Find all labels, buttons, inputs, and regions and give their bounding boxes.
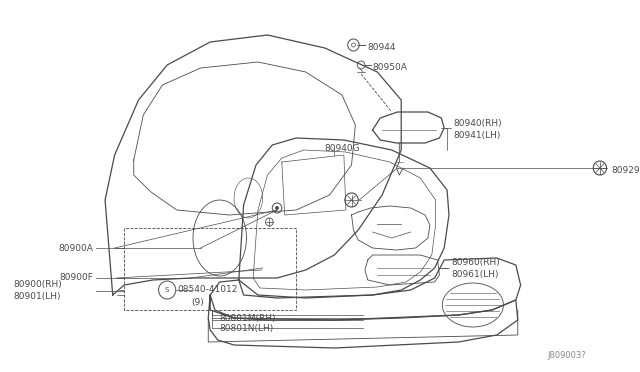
Text: 80960(RH): 80960(RH) (451, 259, 500, 267)
Circle shape (275, 206, 279, 210)
Text: 80961(LH): 80961(LH) (451, 270, 499, 279)
Text: J809003?: J809003? (547, 351, 586, 360)
Text: 80940(RH): 80940(RH) (454, 119, 502, 128)
Text: 80900A: 80900A (59, 244, 93, 253)
Text: 80944: 80944 (368, 42, 396, 51)
Text: S: S (165, 287, 170, 293)
Text: 80801N(LH): 80801N(LH) (220, 324, 274, 333)
Text: 80950A: 80950A (372, 62, 408, 71)
Text: 80901(LH): 80901(LH) (13, 292, 61, 301)
Text: 80929: 80929 (611, 166, 640, 174)
Text: 80941(LH): 80941(LH) (454, 131, 501, 140)
Text: 80900(RH): 80900(RH) (13, 280, 62, 289)
Text: 80900F: 80900F (60, 273, 93, 282)
Text: 80801M(RH): 80801M(RH) (220, 314, 276, 323)
Text: 08540-41012: 08540-41012 (178, 285, 238, 295)
Text: (9): (9) (191, 298, 204, 307)
Text: 80940G: 80940G (324, 144, 360, 153)
